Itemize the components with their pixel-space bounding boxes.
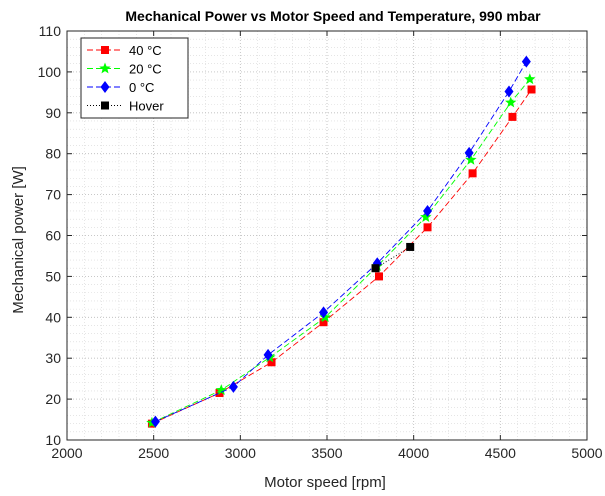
legend-marker — [101, 101, 109, 110]
plot-area: 2000 2500 3000 3500 4000 4500 5000 10 20 30 40 50 60… — [38, 23, 603, 461]
legend-marker — [99, 62, 111, 74]
series-line — [151, 78, 531, 424]
y-tick-label: 70 — [45, 187, 61, 203]
data-point — [423, 204, 433, 217]
y-axis-label: Mechanical power [W] — [10, 166, 27, 314]
x-tick-label: 4000 — [398, 445, 429, 461]
series-line — [375, 246, 411, 269]
x-tick-label: 4500 — [485, 445, 516, 461]
x-tick-label: 3000 — [225, 445, 256, 461]
data-point — [465, 153, 477, 165]
y-tick-label: 60 — [45, 228, 61, 244]
data-point — [504, 85, 514, 98]
x-tick-label: 3500 — [311, 445, 342, 461]
data-point — [527, 85, 536, 94]
legend-label: 40 °C — [129, 43, 162, 58]
chart-title: Mechanical Power vs Motor Speed and Temp… — [125, 8, 541, 24]
data-point — [420, 211, 432, 222]
data-point — [319, 306, 329, 319]
data-point — [464, 146, 474, 159]
data-point — [524, 73, 536, 85]
legend-box — [80, 37, 189, 119]
data-point — [371, 264, 380, 273]
axes-box — [66, 30, 588, 441]
x-tick-label: 2500 — [138, 445, 169, 461]
y-tick-label: 100 — [38, 64, 62, 80]
data-point — [319, 311, 331, 323]
legend-label: Hover — [129, 99, 164, 114]
data-point — [423, 223, 432, 232]
y-tick-label: 80 — [45, 146, 61, 162]
data-point — [406, 242, 415, 251]
x-axis-label: Motor speed [rpm] — [264, 474, 386, 491]
y-tick-label: 30 — [45, 350, 61, 366]
legend-label: 0 °C — [129, 80, 154, 95]
y-tick-label: 10 — [45, 432, 61, 448]
data-point — [468, 169, 477, 178]
x-tick-label: 2000 — [51, 445, 82, 461]
legend: 40 °C 20 °C 0 °C Hover — [80, 37, 189, 119]
data-point — [267, 358, 276, 367]
data-point — [521, 55, 531, 68]
y-tick-label: 50 — [45, 268, 61, 284]
legend-label: 20 °C — [129, 62, 162, 77]
data-point — [508, 112, 517, 121]
y-tick-label: 20 — [45, 391, 61, 407]
legend-marker — [101, 46, 109, 54]
data-point — [319, 318, 328, 327]
y-tick-label: 40 — [45, 309, 61, 325]
data-point — [375, 272, 383, 281]
data-point — [228, 380, 238, 393]
legend-marker — [100, 81, 110, 93]
y-tick-label: 110 — [39, 23, 62, 39]
data-point — [505, 96, 517, 108]
data-point — [150, 415, 160, 428]
y-tick-label: 90 — [45, 105, 61, 121]
data-point — [263, 348, 273, 361]
x-tick-label: 5000 — [571, 445, 602, 461]
data-point — [215, 384, 227, 395]
